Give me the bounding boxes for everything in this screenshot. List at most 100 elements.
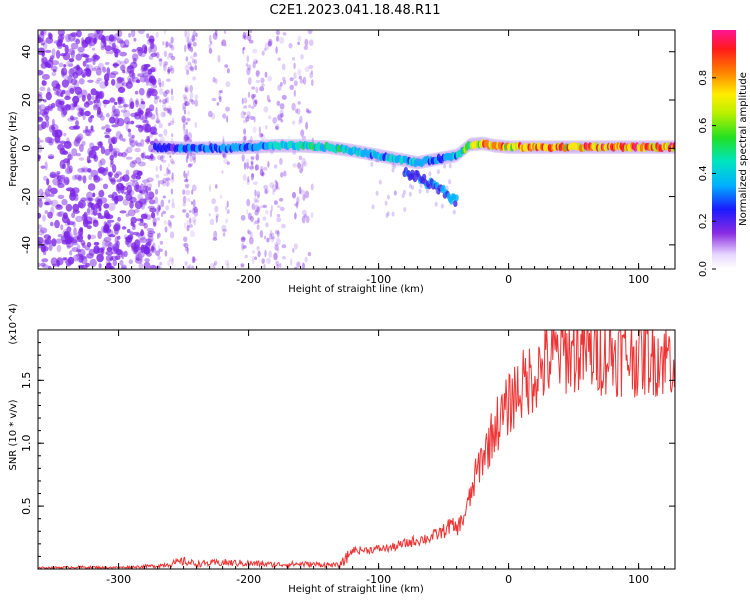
noise-dot (278, 157, 283, 166)
noise-dot (261, 50, 265, 56)
noise-dot (252, 48, 258, 54)
noise-dot (162, 177, 167, 184)
noise-dot (89, 36, 97, 43)
noise-dot (211, 198, 216, 205)
noise-dot (44, 115, 50, 121)
noise-dot (213, 262, 216, 269)
noise-dot (170, 44, 175, 51)
noise-dot (280, 172, 284, 178)
noise-dot (276, 35, 280, 42)
noise-dot (246, 162, 249, 169)
noise-dot (209, 263, 214, 269)
noise-dot (159, 164, 162, 172)
noise-dot (86, 206, 91, 216)
noise-dot (159, 261, 163, 266)
noise-dot (82, 242, 86, 248)
noise-dot (122, 69, 126, 74)
noise-dot (167, 69, 171, 73)
noise-dot (184, 179, 189, 183)
noise-dot (81, 167, 90, 173)
noise-dot (43, 234, 51, 240)
noise-dot (243, 105, 248, 109)
noise-dot (140, 98, 144, 103)
noise-dot (146, 238, 152, 243)
noise-dot (261, 83, 265, 87)
noise-dot (223, 158, 229, 164)
noise-dot (157, 266, 163, 269)
noise-dot (66, 187, 74, 192)
noise-dot (113, 101, 118, 105)
noise-dot (153, 221, 157, 227)
noise-dot (370, 161, 374, 167)
noise-dot (93, 241, 100, 246)
noise-dot (67, 151, 72, 161)
noise-dot (191, 216, 197, 223)
noise-dot (250, 156, 255, 160)
noise-dot (274, 179, 277, 183)
noise-dot (119, 210, 127, 214)
noise-dot (222, 228, 228, 233)
noise-dot (254, 209, 259, 216)
noise-dot (99, 81, 108, 89)
noise-dot (104, 45, 113, 52)
noise-dot (425, 188, 429, 194)
noise-dot (63, 132, 67, 137)
noise-dot (132, 245, 140, 249)
noise-dot (221, 170, 224, 174)
noise-dot (135, 98, 139, 105)
noise-dot (298, 75, 302, 80)
noise-dot (247, 229, 250, 234)
noise-dot (191, 208, 196, 215)
noise-dot (119, 60, 127, 65)
noise-dot (148, 38, 155, 42)
x-tick-label: 100 (628, 273, 649, 286)
noise-dot (141, 101, 145, 105)
noise-dot (156, 217, 160, 221)
spectrogram-x-axis-label: Height of straight line (km) (288, 284, 424, 295)
noise-dot (281, 94, 287, 100)
noise-dot (72, 221, 76, 228)
noise-dot (55, 83, 60, 89)
noise-dot (277, 113, 283, 121)
noise-dot (108, 194, 114, 198)
noise-dot (188, 163, 194, 167)
noise-dot (137, 171, 143, 176)
noise-dot (225, 81, 231, 88)
noise-dot (250, 173, 254, 181)
noise-dot (134, 147, 141, 153)
noise-dot (243, 119, 248, 124)
noise-dot (63, 212, 68, 220)
noise-dot (51, 48, 56, 57)
snr-y-multiplier: (x10^4) (8, 303, 19, 344)
noise-dot (138, 222, 146, 226)
noise-dot (134, 140, 138, 146)
noise-dot (72, 71, 79, 79)
noise-dot (104, 148, 111, 156)
noise-dot (56, 204, 62, 208)
noise-dot (126, 146, 133, 153)
noise-dot (40, 262, 46, 267)
noise-dot (282, 32, 287, 36)
noise-dot (56, 257, 64, 266)
noise-dot (64, 44, 69, 54)
noise-dot (163, 128, 168, 136)
noise-dot (188, 224, 193, 228)
y-tick-label: -40 (20, 236, 33, 254)
noise-dot (41, 80, 47, 86)
noise-dot (109, 98, 116, 103)
noise-dot (259, 230, 264, 238)
noise-dot (63, 231, 71, 237)
noise-dot (135, 99, 139, 108)
noise-dot (182, 102, 187, 110)
noise-dot (209, 218, 215, 225)
noise-dot (60, 235, 69, 242)
noise-dot (247, 176, 250, 183)
noise-dot (136, 79, 141, 84)
noise-dot (92, 67, 97, 72)
snr-panel: -300 -200 -100 0 100 0.5 1.0 1.5 Height of stra… (8, 303, 676, 595)
noise-dot (101, 239, 109, 248)
noise-dot (251, 203, 256, 211)
noise-dot (183, 134, 189, 142)
noise-dot (116, 118, 125, 127)
noise-dot (61, 79, 69, 88)
